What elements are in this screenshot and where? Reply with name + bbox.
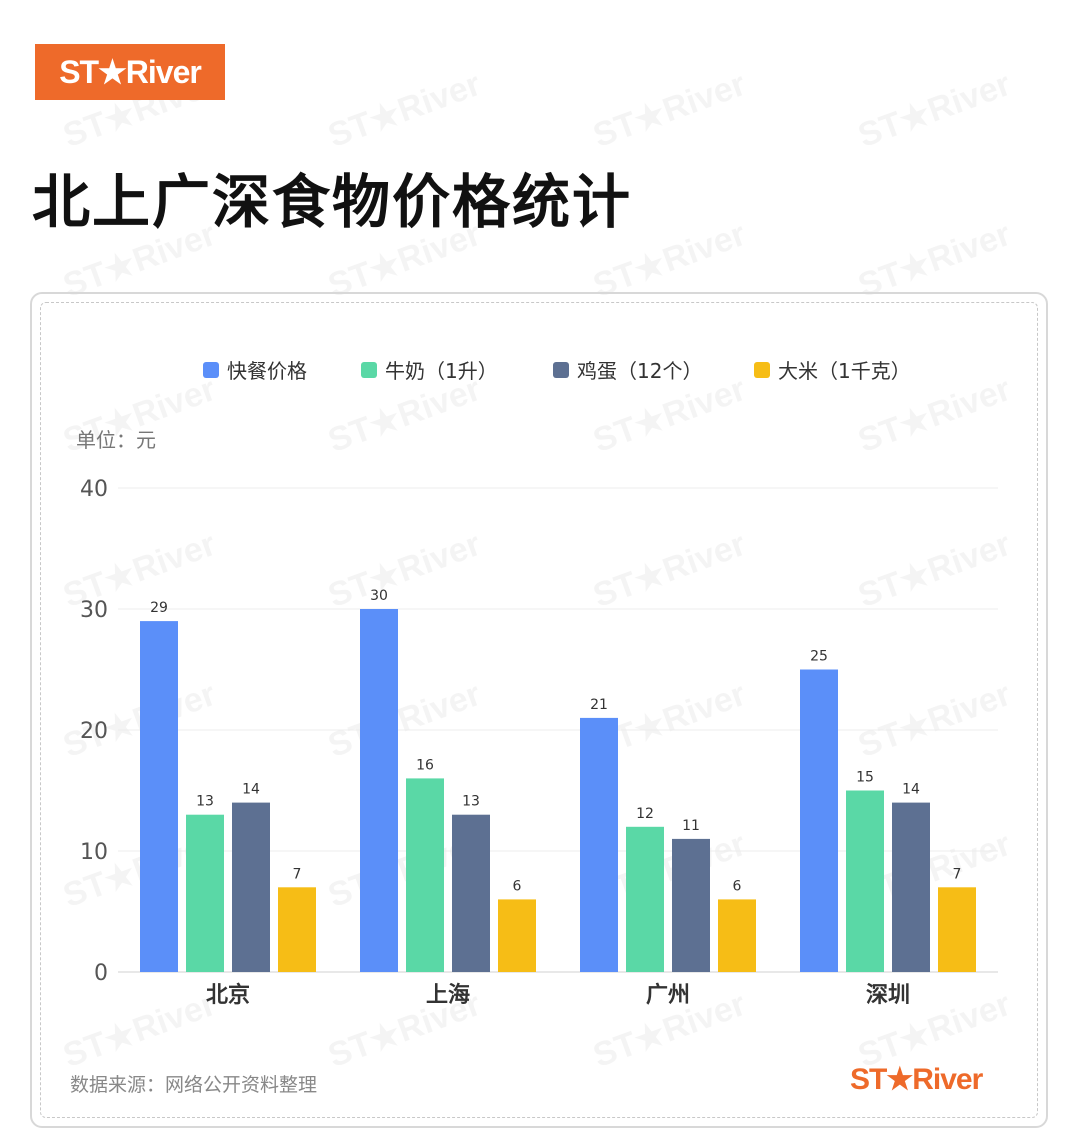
bar: [800, 669, 838, 972]
data-label: 13: [462, 794, 480, 810]
bar: [406, 778, 444, 972]
legend-item-eggs: 鸡蛋（12个）: [553, 355, 702, 384]
bar: [498, 899, 536, 972]
bar: [186, 814, 224, 972]
data-label: 13: [196, 794, 214, 810]
legend-swatch-eggs: [553, 361, 569, 378]
legend-label-rice: 大米（1千克）: [778, 359, 911, 383]
data-label: 11: [682, 818, 700, 834]
bar: [846, 790, 884, 972]
brand-logo: ST★River: [35, 44, 225, 100]
legend-label-eggs: 鸡蛋（12个）: [577, 359, 703, 383]
bar: [360, 609, 398, 972]
data-label: 12: [636, 806, 654, 822]
bar: [626, 826, 664, 972]
bar: [452, 814, 490, 972]
data-label: 15: [856, 770, 874, 786]
y-tick-label: 20: [80, 719, 108, 744]
bar: [892, 802, 930, 972]
bar: [718, 899, 756, 972]
y-tick-label: 40: [80, 477, 108, 502]
bar: [938, 887, 976, 972]
legend-swatch-fast-food: [203, 361, 219, 378]
bar: [278, 887, 316, 972]
legend-item-rice: 大米（1千克）: [754, 355, 911, 384]
legend-item-fast-food: 快餐价格: [203, 355, 307, 384]
x-tick-label: 广州: [646, 982, 690, 1008]
data-label: 30: [370, 588, 388, 604]
page-title: 北上广深食物价格统计: [32, 168, 633, 236]
data-label: 21: [590, 697, 608, 713]
data-label: 25: [810, 649, 828, 665]
data-label: 29: [150, 600, 168, 616]
data-label: 6: [513, 878, 522, 894]
data-label: 6: [733, 878, 742, 894]
data-label: 14: [242, 782, 260, 798]
legend-item-milk: 牛奶（1升）: [361, 355, 498, 384]
data-label: 14: [902, 782, 920, 798]
x-tick-label: 上海: [426, 982, 470, 1008]
legend-label-milk: 牛奶（1升）: [385, 359, 498, 383]
legend-swatch-rice: [754, 361, 770, 378]
legend-swatch-milk: [361, 361, 377, 378]
chart-legend: 快餐价格 牛奶（1升） 鸡蛋（12个） 大米（1千克）: [0, 355, 1080, 385]
data-label: 16: [416, 757, 434, 773]
bar: [232, 802, 270, 972]
legend-label-fast-food: 快餐价格: [227, 359, 307, 383]
y-tick-label: 10: [80, 840, 108, 865]
footer-logo: ST★River: [850, 1063, 983, 1096]
unit-label: 单位：元: [76, 428, 156, 452]
y-tick-label: 0: [94, 961, 108, 986]
chart-card-inner: [40, 302, 1038, 1118]
x-tick-label: 北京: [206, 982, 250, 1008]
data-label: 7: [293, 866, 302, 882]
bar: [580, 717, 618, 972]
y-tick-label: 30: [80, 598, 108, 623]
source-note: 数据来源：网络公开资料整理: [70, 1074, 318, 1096]
chart-card: [30, 292, 1048, 1128]
bar: [140, 621, 178, 972]
bar: [672, 838, 710, 972]
data-label: 7: [953, 866, 962, 882]
x-tick-label: 深圳: [866, 983, 910, 1008]
